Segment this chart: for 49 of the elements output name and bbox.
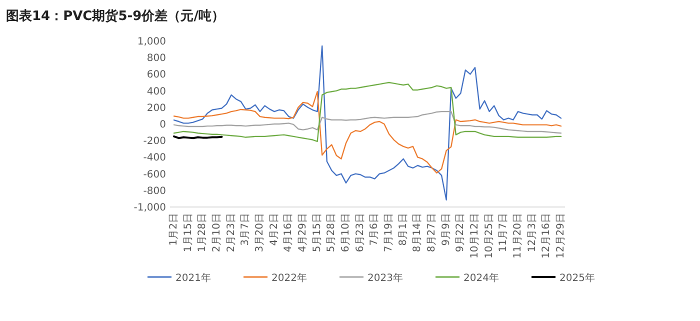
legend-label: 2021年 [176, 272, 211, 284]
y-tick-label: 1,000 [137, 36, 166, 48]
x-tick-label: 10月12日 [470, 213, 480, 258]
x-tick-label: 12月29日 [556, 213, 566, 258]
y-tick-label: 0 [160, 120, 166, 130]
y-tick-label: -600 [143, 169, 166, 180]
x-tick-label: 5月28日 [326, 213, 338, 252]
legend-label: 2024年 [464, 272, 499, 284]
legend-label: 2025年 [560, 272, 595, 284]
y-tick-label: 200 [146, 102, 166, 114]
chart-title: 图表14：PVC期货5-9价差（元/吨） [6, 8, 224, 24]
x-tick-label: 8月14日 [412, 213, 424, 252]
line-series [173, 91, 562, 174]
x-tick-label: 9月9日 [440, 213, 452, 246]
x-tick-label: 10月25日 [484, 213, 495, 258]
x-tick-label: 11月20日 [512, 213, 524, 258]
y-tick-label: -800 [143, 186, 166, 197]
x-tick-label: 3月7日 [240, 213, 252, 246]
x-tick-label: 1月28日 [197, 213, 208, 252]
y-tick-label: 400 [146, 86, 166, 98]
x-tick-label: 12月3日 [526, 213, 538, 252]
x-tick-label: 2月10日 [212, 213, 222, 252]
x-tick-label: 4月16日 [283, 213, 294, 252]
x-tick-label: 7月19日 [384, 213, 394, 252]
y-tick-label: -400 [143, 152, 166, 164]
x-tick-label: 1月2日 [168, 213, 180, 246]
x-tick-label: 8月27日 [426, 213, 438, 252]
line-series [173, 110, 562, 134]
x-tick-label: 3月20日 [254, 213, 266, 252]
y-tick-label: 600 [146, 70, 166, 81]
x-tick-label: 2月23日 [226, 213, 237, 252]
x-tick-label: 12月16日 [541, 213, 552, 258]
x-tick-label: 4月29日 [298, 213, 308, 252]
legend-label: 2023年 [368, 272, 403, 284]
x-tick-label: 11月7日 [498, 213, 510, 252]
x-tick-label: 8月1日 [398, 213, 409, 246]
x-tick-label: 6月23日 [354, 213, 366, 252]
line-series [173, 82, 562, 142]
line-series [173, 45, 562, 201]
y-tick-label: -200 [143, 136, 166, 148]
x-tick-label: 6月10日 [340, 213, 352, 252]
x-tick-label: 4月2日 [268, 213, 280, 246]
y-tick-label: 800 [146, 53, 166, 64]
legend-label: 2022年 [272, 272, 307, 284]
x-tick-label: 7月6日 [369, 213, 380, 246]
x-tick-label: 1月15日 [182, 213, 194, 252]
x-tick-label: 9月22日 [455, 213, 466, 252]
x-tick-label: 5月15日 [312, 213, 323, 252]
y-tick-label: -1,000 [134, 202, 166, 214]
